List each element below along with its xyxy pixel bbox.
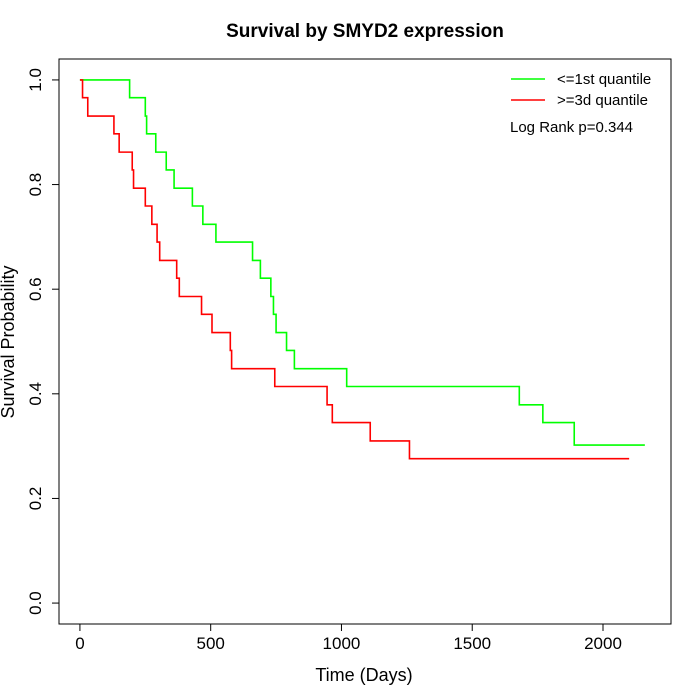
logrank-annotation: Log Rank p=0.344 bbox=[510, 119, 633, 136]
x-tick-label: 500 bbox=[197, 634, 225, 653]
y-axis: 0.0 0.2 0.4 0.6 0.8 1.0 bbox=[26, 68, 59, 615]
y-tick-label: 0.0 bbox=[26, 591, 45, 615]
x-tick-label: 2000 bbox=[584, 634, 622, 653]
y-tick-label: 0.6 bbox=[26, 277, 45, 301]
legend-label-1: <=1st quantile bbox=[557, 71, 651, 88]
legend: <=1st quantile >=3d quantile bbox=[511, 71, 651, 109]
x-axis: 0 500 1000 1500 2000 bbox=[75, 624, 622, 653]
chart-title: Survival by SMYD2 expression bbox=[226, 21, 504, 42]
y-tick-label: 1.0 bbox=[26, 68, 45, 92]
legend-label-2: >=3d quantile bbox=[557, 92, 648, 109]
x-tick-label: 1500 bbox=[453, 634, 491, 653]
series-line-1 bbox=[79, 79, 645, 446]
x-tick-label: 1000 bbox=[323, 634, 361, 653]
x-tick-label: 0 bbox=[75, 634, 84, 653]
series-line-2 bbox=[79, 79, 630, 460]
y-tick-label: 0.2 bbox=[26, 487, 45, 511]
series-layer bbox=[79, 79, 645, 460]
plot-frame bbox=[58, 58, 672, 625]
y-tick-label: 0.4 bbox=[26, 382, 45, 406]
x-axis-label: Time (Days) bbox=[315, 665, 412, 685]
y-axis-label: Survival Probability bbox=[0, 265, 18, 418]
y-tick-label: 0.8 bbox=[26, 173, 45, 197]
